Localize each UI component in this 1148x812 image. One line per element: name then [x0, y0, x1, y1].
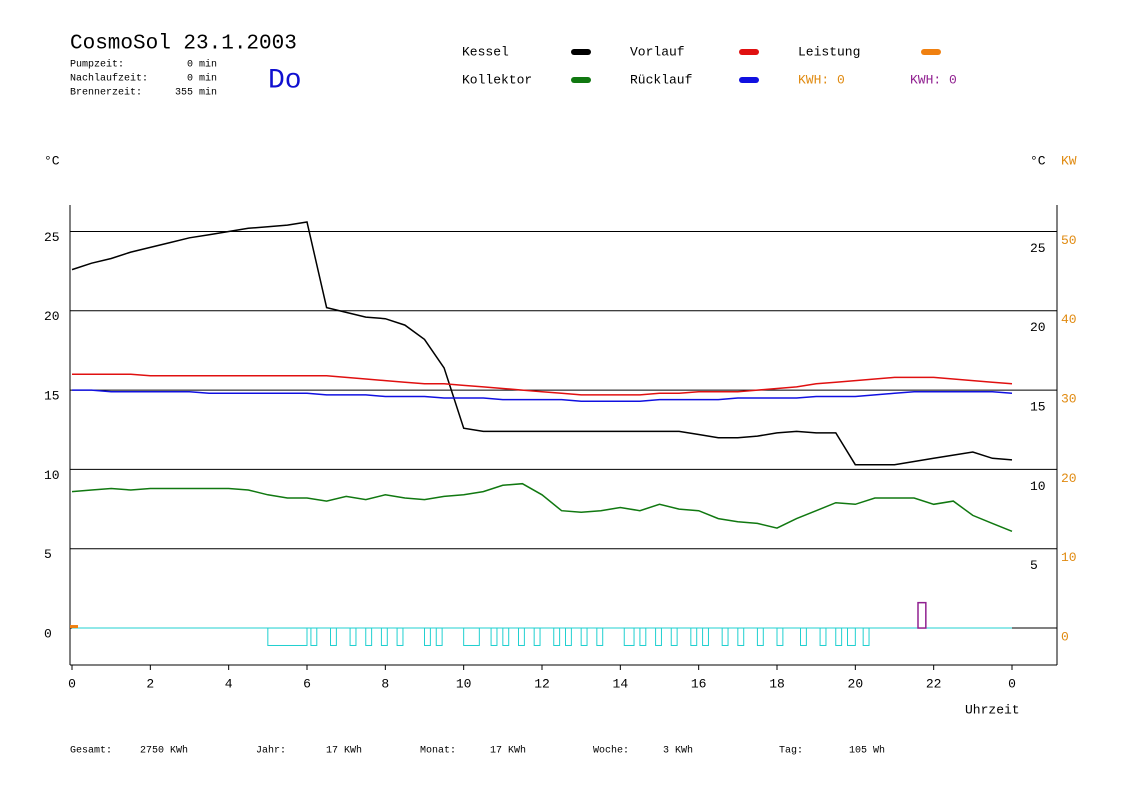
pump-interval: [835, 627, 843, 646]
footer-label: Woche:: [593, 745, 629, 757]
kwh-label: KWH: 0: [910, 72, 957, 87]
kwh-label: KWH: 0: [798, 72, 845, 87]
info-value: 0 min: [187, 59, 217, 71]
series-line: [71, 221, 1013, 466]
pump-interval: [553, 627, 561, 646]
pump-interval: [533, 627, 541, 646]
pump-interval: [463, 627, 480, 646]
chart-title: CosmoSol 23.1.2003: [70, 33, 297, 56]
footer-value: 2750 KWh: [140, 745, 188, 757]
footer-label: Jahr:: [256, 745, 286, 757]
pump-interval: [819, 627, 827, 646]
x-tick-label: 16: [691, 676, 707, 691]
legend-label: Leistung: [798, 44, 860, 59]
y-tick-label: 5: [44, 547, 52, 562]
y2-unit: KW: [1061, 153, 1077, 168]
x-tick-label: 14: [613, 676, 629, 691]
pump-interval: [365, 627, 373, 646]
pump-interval: [702, 627, 709, 646]
pump-interval: [580, 627, 588, 646]
x-tick-label: 20: [848, 676, 864, 691]
info-value: 0 min: [187, 73, 217, 85]
pump-interval: [435, 627, 443, 646]
y-right-tick-label: 15: [1030, 400, 1046, 415]
x-axis-label: Uhrzeit: [965, 702, 1020, 717]
pump-interval: [639, 627, 647, 646]
y2-tick-label: 40: [1061, 312, 1077, 327]
footer-value: 3 KWh: [663, 745, 693, 757]
series-line: [72, 389, 1013, 402]
pump-interval: [596, 627, 604, 646]
y-tick-label: 10: [44, 468, 60, 483]
footer-label: Tag:: [779, 746, 803, 757]
pump-interval: [565, 627, 572, 646]
pump-interval: [847, 627, 856, 646]
y-right-tick-label: 25: [1030, 241, 1046, 256]
pump-interval: [862, 627, 870, 646]
info-value: 355 min: [175, 87, 217, 99]
pump-interval: [349, 627, 357, 646]
pump-interval: [310, 627, 318, 646]
y-unit-right: °C: [1030, 153, 1046, 168]
footer-label: Monat:: [420, 746, 456, 757]
series-line: [72, 373, 1013, 396]
info-label: Nachlaufzeit:: [70, 73, 148, 85]
y-right-tick-label: 20: [1030, 320, 1046, 335]
y-unit-left: °C: [44, 153, 60, 168]
y-right-tick-label: 5: [1030, 558, 1038, 573]
pump-interval: [502, 627, 510, 646]
y-tick-label: 0: [44, 626, 52, 641]
y2-tick-label: 20: [1061, 471, 1077, 486]
y2-tick-label: 0: [1061, 629, 1069, 644]
x-tick-label: 2: [146, 676, 154, 691]
x-tick-label: 18: [769, 676, 785, 691]
y-tick-label: 15: [44, 389, 60, 404]
y-tick-label: 25: [44, 230, 60, 245]
legend-label: Kessel: [462, 44, 509, 59]
pump-interval: [756, 627, 764, 646]
footer-label: Gesamt:: [70, 746, 112, 757]
footer-value: 105 Wh: [849, 745, 885, 757]
pump-interval: [396, 627, 404, 646]
y2-tick-label: 10: [1061, 550, 1077, 565]
y-right-tick-label: 10: [1030, 479, 1046, 494]
legend-label: Kollektor: [462, 72, 532, 87]
y2-tick-label: 50: [1061, 233, 1077, 248]
footer-value: 17 KWh: [490, 745, 526, 757]
x-tick-label: 8: [381, 676, 389, 691]
legend-label: Vorlauf: [630, 44, 685, 59]
x-tick-label: 0: [68, 676, 76, 691]
pump-interval: [424, 627, 431, 646]
footer-value: 17 KWh: [326, 745, 362, 757]
info-label: Pumpzeit:: [70, 59, 124, 71]
pump-interval: [721, 627, 729, 646]
pump-interval: [800, 627, 807, 646]
series-point: [70, 625, 78, 629]
x-tick-label: 0: [1008, 676, 1016, 691]
pump-interval: [670, 627, 678, 646]
x-tick-label: 6: [303, 676, 311, 691]
pump-interval: [623, 627, 635, 646]
x-tick-label: 22: [926, 676, 942, 691]
pump-interval: [737, 627, 745, 646]
pump-interval: [690, 627, 698, 646]
x-tick-label: 4: [225, 676, 233, 691]
x-tick-label: 12: [534, 676, 550, 691]
series-line: [71, 482, 1013, 532]
pump-interval: [655, 627, 662, 646]
y-tick-label: 20: [44, 309, 60, 324]
legend-label: Rücklauf: [630, 72, 692, 87]
y2-tick-label: 30: [1061, 392, 1077, 407]
pump-interval: [380, 627, 388, 646]
pump-interval: [330, 627, 337, 646]
pump-interval: [518, 627, 525, 646]
pump-interval: [490, 627, 498, 646]
pump-interval: [267, 627, 308, 646]
x-tick-label: 10: [456, 676, 472, 691]
pump-interval: [776, 627, 784, 646]
weekday: Do: [268, 65, 302, 96]
pulse: [917, 601, 927, 629]
info-label: Brennerzeit:: [70, 87, 142, 99]
